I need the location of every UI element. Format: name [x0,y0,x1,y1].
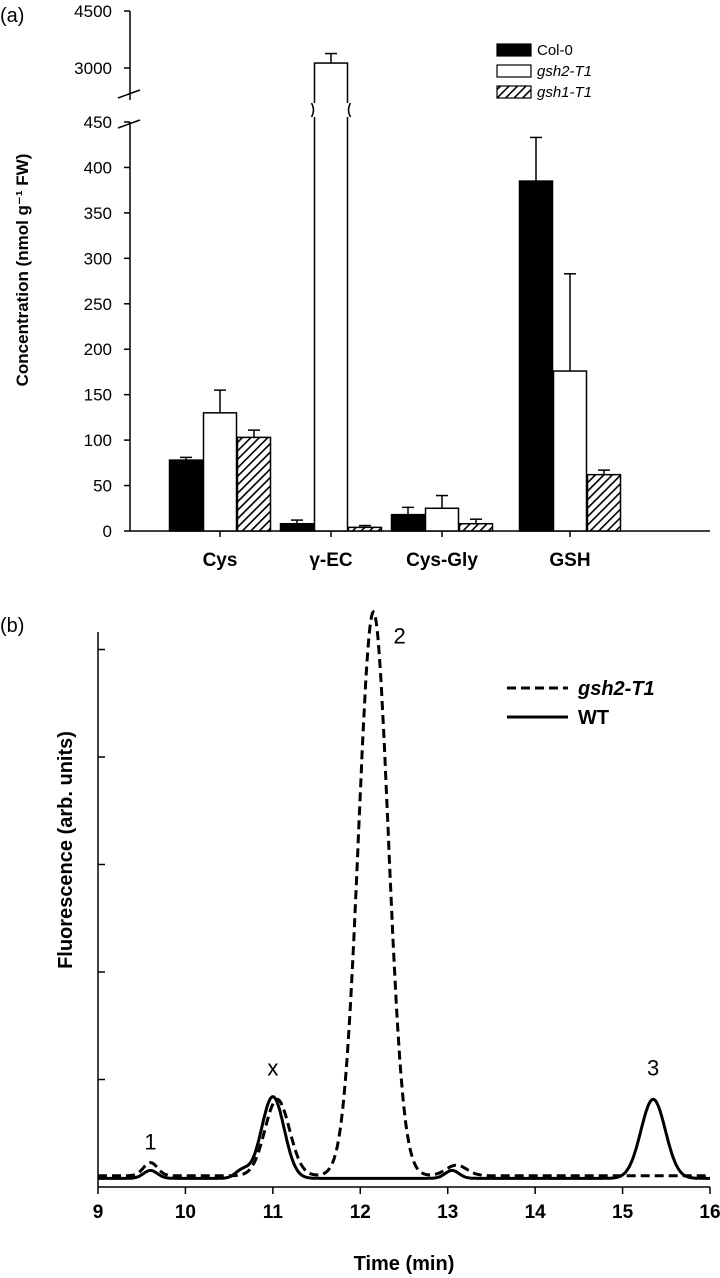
panel-a-category-labels: Cys γ-EC Cys-Gly GSH [203,531,591,571]
category-label: GSH [549,550,590,571]
panel-b-legend: gsh2-T1 WT [507,678,655,729]
bar-break-mark [347,102,352,118]
y-tick-label: 300 [84,249,112,268]
bar-col-0-1 [279,522,315,532]
trace-wt [98,1095,710,1180]
bar-break-gap [312,103,350,117]
y-tick-label: 0 [103,522,112,541]
legend-label: gsh2-T1 [577,678,655,700]
bar-gsh2-t1-1 [313,62,349,532]
y-tick-label: 400 [84,158,112,177]
peak-label: 3 [647,1056,659,1081]
x-tick-label: 14 [525,1202,547,1223]
bar-break-mark [310,102,315,118]
bar-col-0-3 [518,180,554,532]
x-tick-label: 11 [263,1202,284,1223]
axis-break-mark-bottom [117,119,141,129]
x-tick-label: 9 [93,1202,104,1223]
legend-swatch [496,43,532,57]
panel-a-bars [168,52,622,532]
panel-a-bar-chart: (a) Concentration (nmol g⁻¹ FW) 0 50 100 15… [0,2,710,571]
bar-gsh1-t1-0 [236,436,272,532]
bar-gsh2-t1-0 [202,412,238,532]
panel-b-traces [98,609,710,1180]
bar-col-0-2 [390,513,426,532]
legend-swatch [496,85,532,99]
peak-label: x [267,1056,278,1081]
legend-swatch [496,64,532,78]
y-tick-label: 450 [84,113,112,132]
panel-a-y-ticks: 0 50 100 150 200 250 300 350 400 450 3000 4500 [74,2,130,541]
x-tick-label: 10 [175,1202,196,1223]
y-tick-label: 100 [84,431,112,450]
category-label: γ-EC [309,550,353,571]
category-label: Cys-Gly [406,550,478,571]
y-tick-label: 200 [84,340,112,359]
bar-gsh1-t1-2 [458,522,494,532]
panel-b-peak-labels: 1 x 2 3 [144,624,659,1155]
peak-label: 2 [394,624,406,649]
bar-gsh1-t1-1 [347,526,383,532]
x-tick-label: 15 [612,1202,634,1223]
bar-gsh1-t1-3 [586,473,622,532]
y-tick-label: 50 [93,477,112,496]
legend-label: WT [578,707,609,729]
category-label: Cys [203,550,238,571]
legend-label: Col-0 [537,42,573,59]
bar-gsh2-t1-3 [552,370,588,532]
y-tick-label: 350 [84,204,112,223]
y-tick-label: 150 [84,386,112,405]
panel-b-chromatogram: (b) Fluorescence (arb. units) Time (min)… [0,609,720,1275]
bar-col-0-0 [168,459,204,532]
panel-b-y-axis-label: Fluorescence (arb. units) [55,731,77,969]
panel-a-label: (a) [0,5,24,27]
panel-b-label: (b) [0,615,24,637]
bar-gsh2-t1-2 [424,507,460,532]
y-tick-label: 250 [84,295,112,314]
panel-b-ticks: 9 10 11 12 13 14 15 16 [93,648,720,1223]
x-tick-label: 13 [437,1202,458,1223]
legend-label: gsh2-T1 [537,63,592,80]
panel-a-legend: Col-0 gsh2-T1 gsh1-T1 [496,42,592,101]
trace-gsh2-t1 [98,609,710,1178]
x-tick-label: 16 [699,1202,720,1223]
x-tick-label: 12 [350,1202,371,1223]
legend-label: gsh1-T1 [537,84,592,101]
y-tick-label: 4500 [74,2,112,21]
y-tick-label: 3000 [74,59,112,78]
peak-label: 1 [144,1129,156,1154]
panel-a-y-axis-label: Concentration (nmol g⁻¹ FW) [13,154,32,387]
panel-b-x-axis-label: Time (min) [354,1253,455,1275]
axis-break-mark-top [117,89,141,99]
